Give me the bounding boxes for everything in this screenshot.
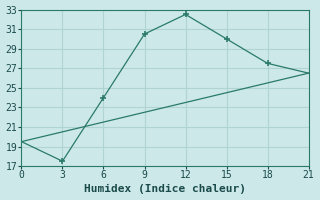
X-axis label: Humidex (Indice chaleur): Humidex (Indice chaleur): [84, 184, 246, 194]
